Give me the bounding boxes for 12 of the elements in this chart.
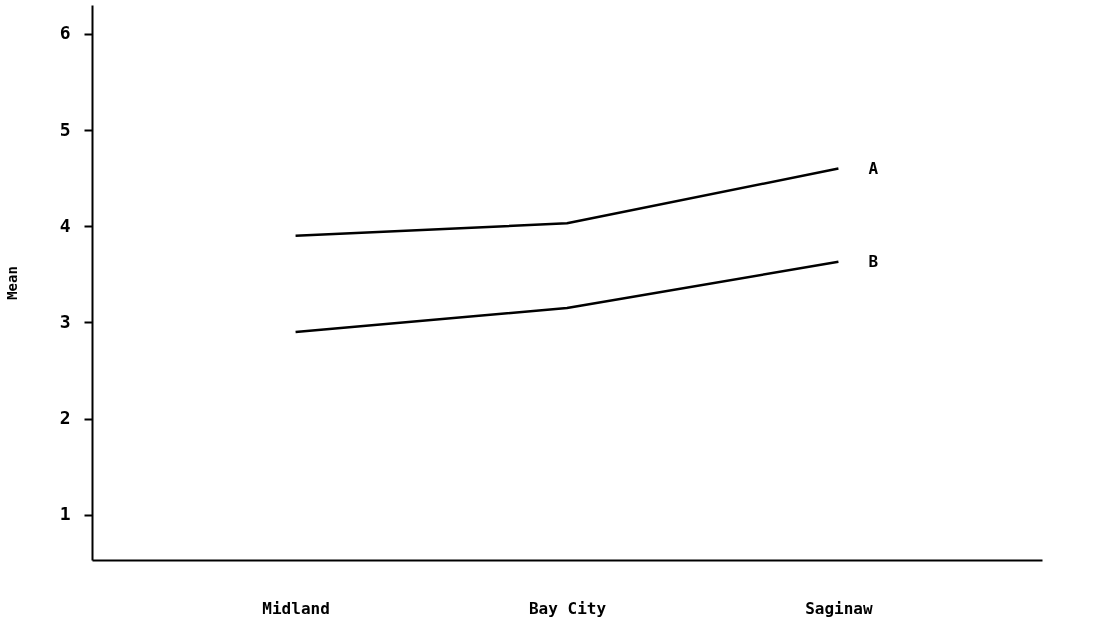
y-tick-label: 4 <box>59 214 71 236</box>
x-tick-label: Bay City <box>528 598 607 618</box>
y-tick-label: 3 <box>59 310 71 332</box>
y-axis-title: Mean <box>3 266 20 300</box>
x-tick-label: Midland <box>262 598 330 618</box>
x-tick-label: Saginaw <box>805 598 874 618</box>
series-label: A <box>868 158 879 178</box>
y-tick-label: 2 <box>59 407 71 429</box>
y-tick-label: 6 <box>59 22 71 44</box>
series-label: B <box>868 251 879 271</box>
y-tick-label: 1 <box>59 503 71 525</box>
y-tick-label: 5 <box>59 118 71 140</box>
